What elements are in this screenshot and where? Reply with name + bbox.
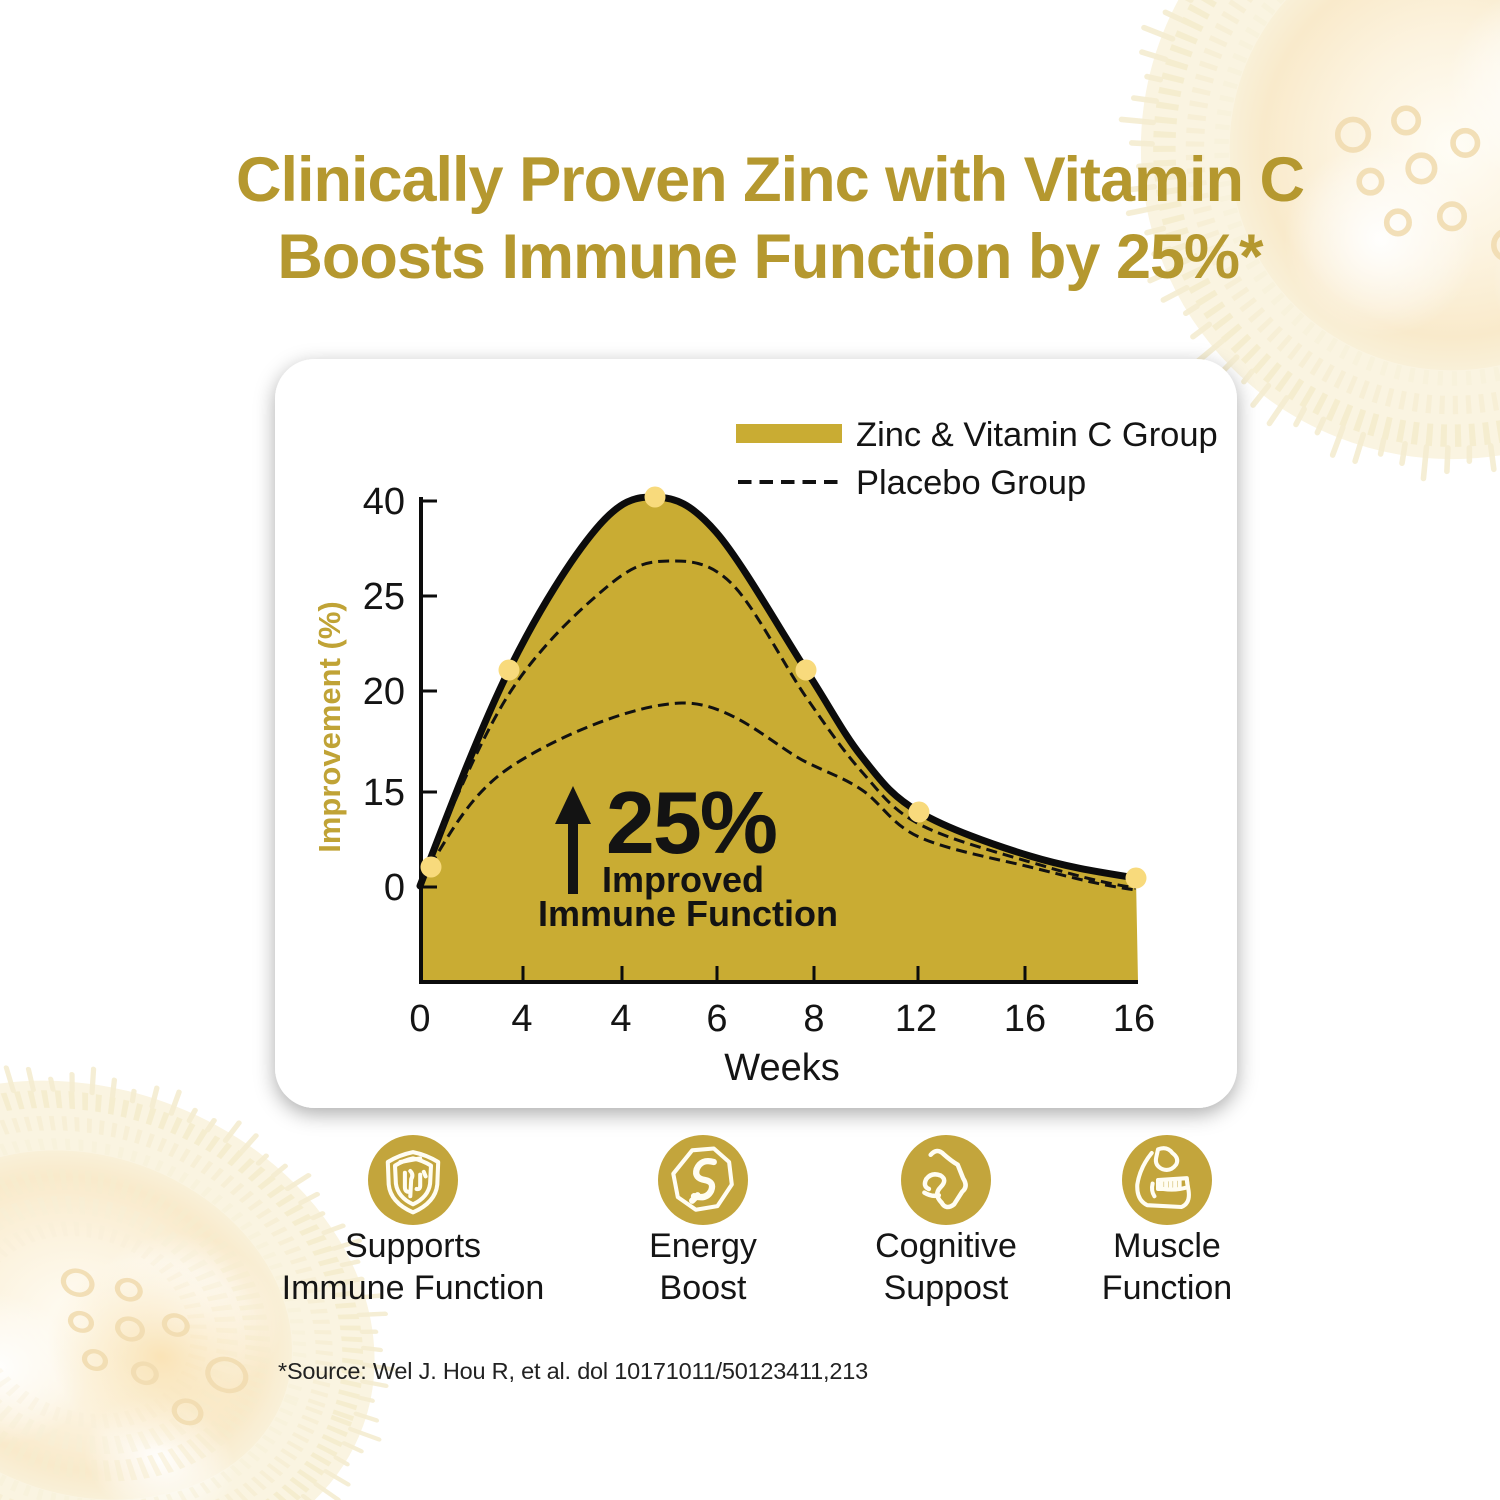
svg-text:20: 20 (363, 671, 405, 713)
svg-text:4: 4 (610, 998, 631, 1040)
svg-text:Immune Function: Immune Function (538, 893, 838, 934)
svg-text:0: 0 (384, 867, 405, 909)
svg-text:8: 8 (803, 998, 824, 1040)
svg-text:Weeks: Weeks (724, 1047, 839, 1089)
svg-text:4: 4 (511, 998, 532, 1040)
svg-text:Improved: Improved (602, 859, 764, 900)
svg-text:6: 6 (706, 998, 727, 1040)
svg-text:40: 40 (363, 481, 405, 523)
svg-text:Zinc & Vitamin C Group: Zinc & Vitamin C Group (856, 416, 1218, 454)
svg-text:25: 25 (363, 576, 405, 618)
svg-text:15: 15 (363, 772, 405, 814)
svg-text:12: 12 (895, 998, 937, 1040)
svg-text:25%: 25% (606, 773, 776, 872)
svg-text:Placebo Group: Placebo Group (856, 464, 1086, 502)
svg-text:16: 16 (1113, 998, 1155, 1040)
svg-text:16: 16 (1004, 998, 1046, 1040)
svg-text:Improvement (%): Improvement (%) (312, 601, 347, 852)
svg-text:0: 0 (409, 998, 430, 1040)
